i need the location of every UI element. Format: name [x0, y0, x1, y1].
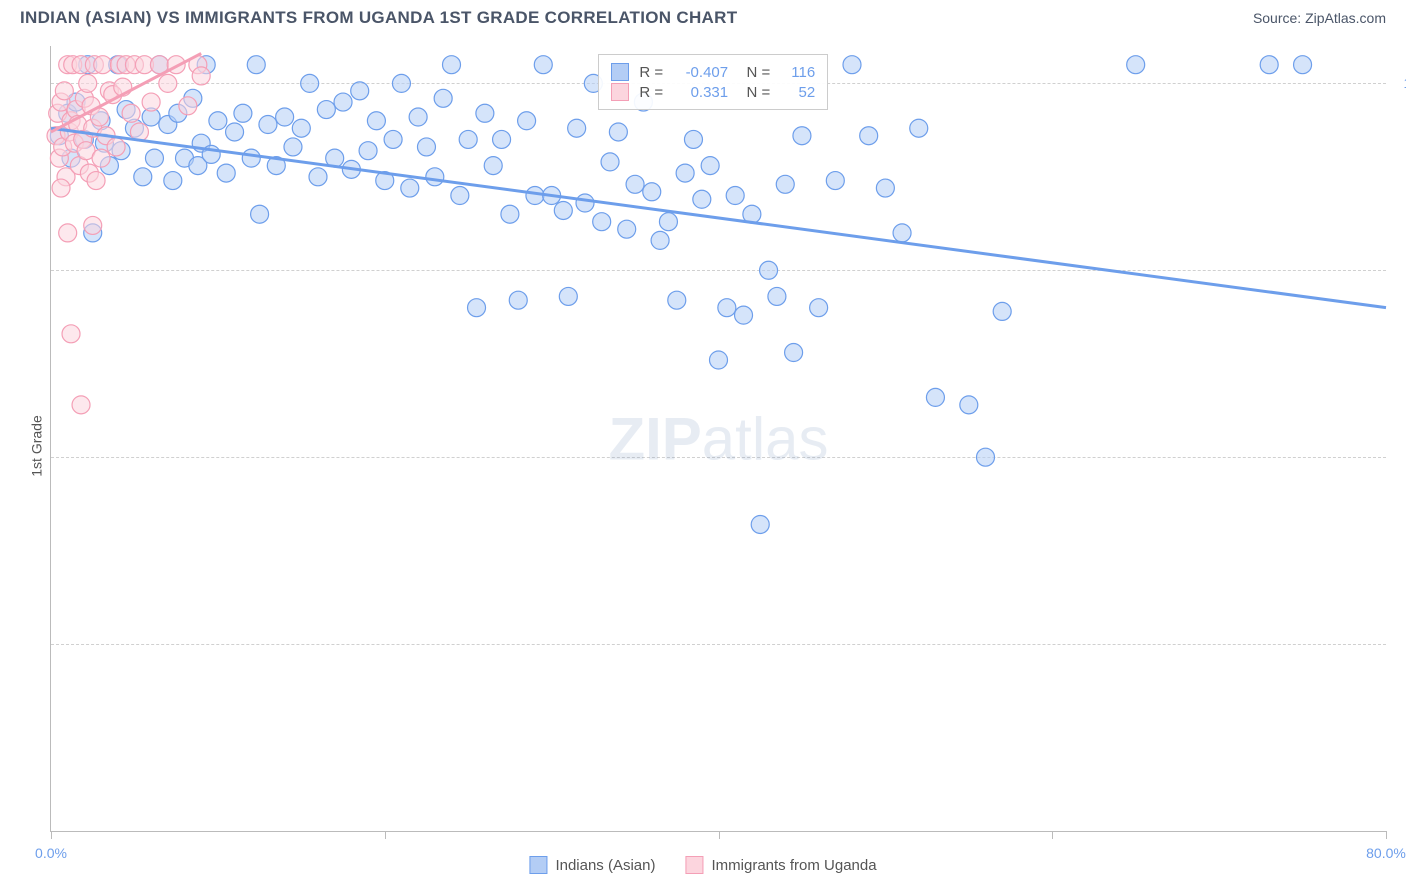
chart-header: INDIAN (ASIAN) VS IMMIGRANTS FROM UGANDA…	[0, 0, 1406, 32]
legend-item-uganda: Immigrants from Uganda	[686, 856, 877, 874]
chart-plot-area: ZIPatlas 85.0%90.0%95.0%100.0%0.0%80.0% …	[50, 46, 1386, 832]
stats-legend: R = -0.407 N = 116 R = 0.331 N = 52	[598, 54, 828, 110]
y-tick-label: 100.0%	[1391, 75, 1406, 91]
legend-label-indians: Indians (Asian)	[555, 857, 655, 874]
x-tick-label: 0.0%	[35, 845, 67, 861]
legend-swatch-blue	[529, 856, 547, 874]
legend-swatch-pink	[686, 856, 704, 874]
stats-legend-row: R = -0.407 N = 116	[611, 63, 815, 81]
y-tick-label: 85.0%	[1391, 636, 1406, 652]
y-tick-label: 95.0%	[1391, 262, 1406, 278]
y-tick-label: 90.0%	[1391, 449, 1406, 465]
legend-item-indians: Indians (Asian)	[529, 856, 655, 874]
bottom-legend: Indians (Asian) Immigrants from Uganda	[529, 856, 876, 874]
chart-title: INDIAN (ASIAN) VS IMMIGRANTS FROM UGANDA…	[20, 8, 737, 28]
legend-label-uganda: Immigrants from Uganda	[712, 857, 877, 874]
source-attribution: Source: ZipAtlas.com	[1253, 10, 1386, 26]
scatter-svg	[51, 46, 1386, 831]
stats-legend-row: R = 0.331 N = 52	[611, 83, 815, 101]
x-tick-label: 80.0%	[1366, 845, 1406, 861]
y-axis-label: 1st Grade	[29, 415, 45, 476]
